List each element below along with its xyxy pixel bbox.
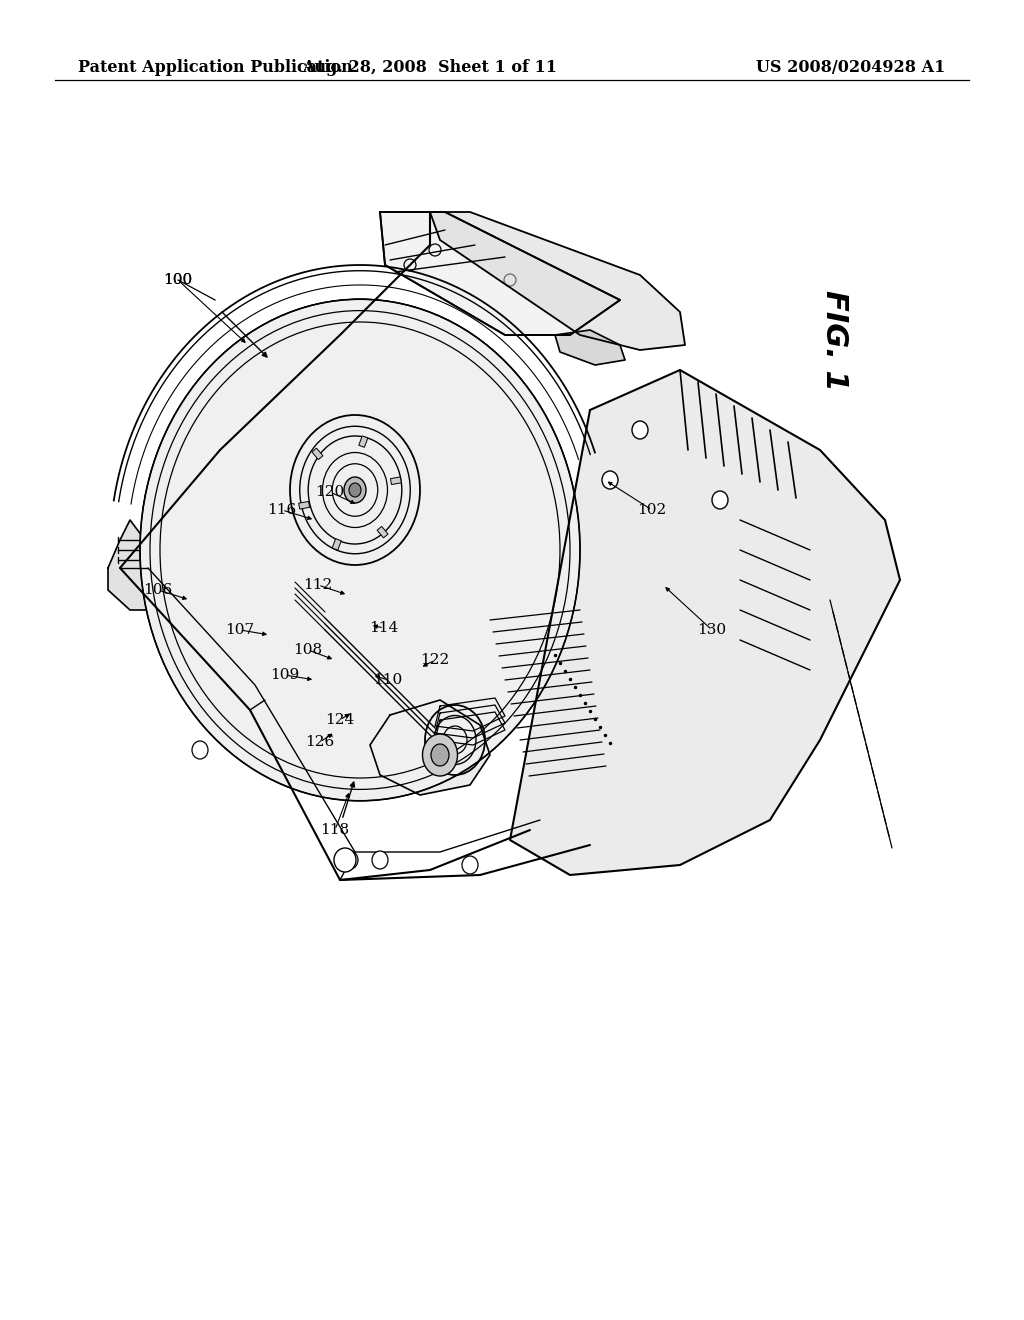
Text: 122: 122 (421, 653, 450, 667)
Polygon shape (435, 711, 505, 744)
Polygon shape (435, 698, 505, 731)
Polygon shape (108, 520, 165, 610)
Bar (299, 502, 309, 510)
Text: 100: 100 (164, 273, 193, 286)
Ellipse shape (462, 855, 478, 874)
Polygon shape (435, 705, 505, 738)
Text: 126: 126 (305, 735, 335, 748)
Text: 124: 124 (326, 713, 354, 727)
Text: 107: 107 (225, 623, 255, 638)
Text: 130: 130 (697, 623, 727, 638)
Ellipse shape (712, 491, 728, 510)
Polygon shape (380, 213, 620, 335)
Text: 100: 100 (164, 273, 193, 286)
Ellipse shape (602, 471, 618, 488)
Text: 109: 109 (270, 668, 300, 682)
Text: 106: 106 (143, 583, 173, 597)
Bar (390, 477, 401, 484)
Polygon shape (555, 330, 625, 366)
Text: 116: 116 (267, 503, 297, 517)
Bar (332, 539, 341, 550)
Ellipse shape (632, 421, 648, 440)
Ellipse shape (342, 851, 358, 869)
Polygon shape (370, 700, 490, 795)
Ellipse shape (334, 847, 356, 873)
Text: 120: 120 (315, 484, 345, 499)
Polygon shape (510, 370, 900, 875)
Text: US 2008/0204928 A1: US 2008/0204928 A1 (756, 59, 945, 77)
Polygon shape (430, 213, 685, 350)
Text: Patent Application Publication: Patent Application Publication (78, 59, 352, 77)
Text: 110: 110 (374, 673, 402, 686)
Bar (312, 447, 323, 459)
Text: 118: 118 (321, 822, 349, 837)
Bar (358, 436, 368, 447)
Ellipse shape (349, 483, 361, 498)
Ellipse shape (372, 851, 388, 869)
Ellipse shape (423, 734, 458, 776)
Bar (377, 527, 388, 537)
Ellipse shape (140, 300, 580, 801)
Text: 114: 114 (370, 620, 398, 635)
Text: Aug. 28, 2008  Sheet 1 of 11: Aug. 28, 2008 Sheet 1 of 11 (302, 59, 557, 77)
Text: 102: 102 (637, 503, 667, 517)
Text: 108: 108 (294, 643, 323, 657)
Ellipse shape (193, 741, 208, 759)
Text: 112: 112 (303, 578, 333, 591)
Text: FIG. 1: FIG. 1 (820, 289, 849, 391)
Ellipse shape (344, 477, 366, 503)
Ellipse shape (431, 744, 449, 766)
